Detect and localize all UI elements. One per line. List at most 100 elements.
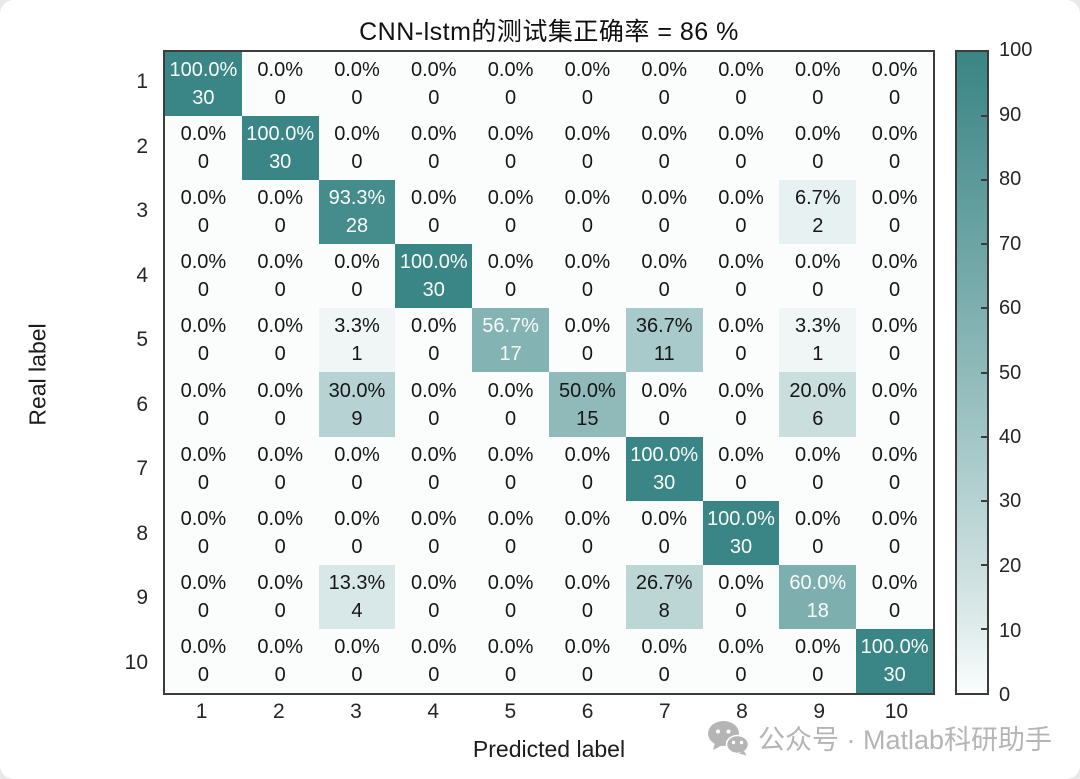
cell-count: 0 <box>274 279 286 302</box>
cell-count: 0 <box>428 471 440 494</box>
cell-percent: 0.0% <box>487 251 534 274</box>
cell-percent: 0.0% <box>641 187 687 210</box>
cell-percent: 0.0% <box>564 443 611 466</box>
chart-title: CNN-lstm的测试集正确率 = 86 % <box>359 18 739 46</box>
matrix-cell-r5-c8: 0.0% 0 <box>702 308 780 373</box>
cell-percent: 36.7% <box>635 315 693 338</box>
matrix-cell-r4-c4: 100.0% 30 <box>395 244 473 309</box>
cell-percent: 26.7% <box>635 571 693 594</box>
cell-percent: 50.0% <box>559 379 616 402</box>
cell-count: 0 <box>581 471 593 494</box>
cell-count: 0 <box>658 407 670 430</box>
cell-percent: 0.0% <box>564 635 611 658</box>
matrix-cell-r8-c5: 0.0% 0 <box>472 500 549 565</box>
colorbar-tick-mark <box>981 499 987 502</box>
cell-percent: 0.0% <box>718 59 764 82</box>
matrix-cell-r6-c5: 0.0% 0 <box>472 372 549 437</box>
matrix-cell-r1-c6: 0.0% 0 <box>549 52 626 117</box>
cell-count: 0 <box>581 343 593 366</box>
matrix-cell-r7-c5: 0.0% 0 <box>472 436 549 501</box>
cell-percent: 0.0% <box>794 59 841 82</box>
matrix-cell-r4-c8: 0.0% 0 <box>702 244 780 309</box>
matrix-cell-r4-c5: 0.0% 0 <box>472 244 549 309</box>
matrix-cell-r3-c3: 93.3% 28 <box>318 180 396 245</box>
cell-percent: 100.0% <box>630 443 699 466</box>
x-axis-ticks: 1 2 3 4 5 6 7 8 9 10 <box>163 700 935 724</box>
cell-percent: 0.0% <box>487 187 534 210</box>
cell-percent: 0.0% <box>257 507 303 530</box>
matrix-cell-r10-c3: 0.0% 0 <box>318 628 396 693</box>
colorbar-tick-label: 10 <box>999 620 1022 642</box>
cell-count: 0 <box>581 599 593 622</box>
matrix-cell-r8-c8: 100.0% 30 <box>702 500 780 565</box>
cell-percent: 0.0% <box>410 315 457 338</box>
cell-count: 0 <box>274 663 286 686</box>
cell-count: 0 <box>658 663 670 686</box>
colorbar-tick-mark <box>981 563 987 566</box>
y-tick-label: 4 <box>136 263 148 287</box>
cell-percent: 0.0% <box>334 443 380 466</box>
cell-count: 0 <box>428 535 440 558</box>
cell-percent: 100.0% <box>246 123 315 146</box>
cell-count: 0 <box>197 279 209 302</box>
y-axis-label: Real label <box>24 323 51 426</box>
cell-percent: 0.0% <box>564 571 611 594</box>
cell-count: 0 <box>505 151 517 174</box>
cell-count: 0 <box>428 343 440 366</box>
cell-percent: 0.0% <box>871 443 918 466</box>
cell-percent: 0.0% <box>334 59 380 82</box>
colorbar-tick-label: 20 <box>999 555 1022 577</box>
cell-count: 18 <box>806 599 829 622</box>
cell-percent: 0.0% <box>718 187 764 210</box>
matrix-cell-r5-c9: 3.3% 1 <box>779 308 857 373</box>
matrix-cell-r2-c7: 0.0% 0 <box>625 116 703 181</box>
matrix-cell-r10-c1: 0.0% 0 <box>165 628 242 693</box>
cell-count: 0 <box>428 599 440 622</box>
cell-percent: 0.0% <box>641 379 687 402</box>
x-tick-label: 1 <box>195 700 208 723</box>
cell-percent: 0.0% <box>180 507 227 530</box>
matrix-cell-r6-c9: 20.0% 6 <box>779 372 857 437</box>
cell-percent: 0.0% <box>487 379 534 402</box>
cell-percent: 0.0% <box>564 315 611 338</box>
cell-count: 28 <box>345 215 369 238</box>
matrix-cell-r10-c8: 0.0% 0 <box>702 628 780 693</box>
matrix-cell-r2-c4: 0.0% 0 <box>395 116 473 181</box>
matrix-cell-r2-c9: 0.0% 0 <box>779 116 857 181</box>
cell-percent: 0.0% <box>718 315 764 338</box>
cell-count: 0 <box>735 471 747 494</box>
cell-count: 0 <box>351 279 363 302</box>
colorbar-tick-label: 60 <box>999 297 1022 319</box>
cell-count: 0 <box>351 663 363 686</box>
cell-count: 0 <box>505 279 517 302</box>
matrix-cell-r1-c4: 0.0% 0 <box>395 52 473 117</box>
y-axis-ticks: 1 2 3 4 5 6 7 8 9 10 <box>92 50 152 695</box>
colorbar-tick-label: 70 <box>999 233 1022 255</box>
cell-count: 0 <box>735 407 747 430</box>
colorbar-tick-label: 80 <box>999 168 1022 190</box>
cell-count: 0 <box>274 215 286 238</box>
cell-percent: 0.0% <box>257 379 303 402</box>
matrix-cell-r8-c9: 0.0% 0 <box>779 500 857 565</box>
colorbar-tick-mark <box>981 307 987 310</box>
matrix-cell-r1-c8: 0.0% 0 <box>702 52 780 117</box>
cell-count: 30 <box>729 535 753 558</box>
cell-count: 0 <box>197 471 209 494</box>
matrix-cell-r9-c10: 0.0% 0 <box>856 564 933 629</box>
x-tick-label: 9 <box>813 700 826 723</box>
cell-percent: 0.0% <box>871 187 918 210</box>
cell-count: 0 <box>197 535 209 558</box>
cell-percent: 0.0% <box>410 443 457 466</box>
cell-percent: 0.0% <box>718 443 764 466</box>
cell-count: 0 <box>274 343 286 366</box>
cell-percent: 0.0% <box>180 251 227 274</box>
matrix-cell-r7-c9: 0.0% 0 <box>779 436 857 501</box>
cell-count: 0 <box>889 535 901 558</box>
colorbar-tick-mark <box>981 115 987 118</box>
cell-percent: 0.0% <box>641 59 687 82</box>
cell-count: 0 <box>889 407 901 430</box>
cell-count: 0 <box>889 151 901 174</box>
y-tick-label: 7 <box>136 457 148 481</box>
cell-count: 30 <box>653 471 676 494</box>
cell-count: 0 <box>735 87 747 110</box>
